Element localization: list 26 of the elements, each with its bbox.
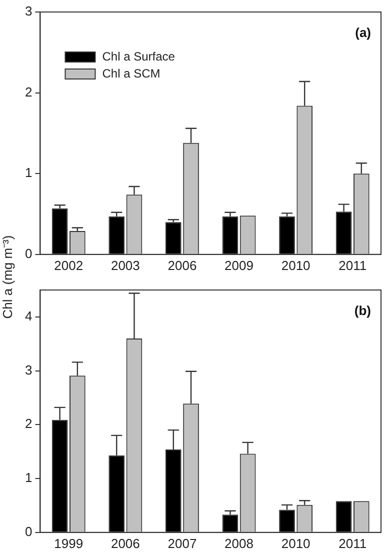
x-tick-label: 2007: [168, 536, 197, 551]
y-tick-label: 4: [24, 308, 32, 324]
y-tick-label: 0: [24, 246, 32, 261]
annotation: (a): [355, 25, 371, 40]
legend-label: Chl a Surface: [102, 49, 176, 64]
x-tick-label: 2010: [281, 258, 310, 273]
y-tick-label: 1: [24, 470, 32, 486]
x-tick-label: 2003: [110, 258, 140, 273]
x-tick-label: 1999: [54, 536, 84, 551]
x-tick-label: 2010: [281, 536, 310, 551]
y-tick-label: 2: [24, 84, 32, 100]
x-tick-label: 2002: [54, 258, 84, 273]
y-tick-label: 1: [24, 165, 32, 180]
x-tick-label: 2011: [338, 258, 367, 273]
x-tick-label: 2006: [168, 258, 197, 273]
x-tick-label: 2008: [224, 536, 254, 551]
y-axis-title: Chl a (mg m⁻³): [0, 234, 16, 321]
y-tick-label: 2: [24, 416, 32, 432]
y-tick-label: 3: [24, 362, 32, 378]
y-tick-label: 3: [24, 4, 32, 19]
x-tick-label: 2011: [338, 536, 367, 551]
legend-label: Chl a SCM: [102, 66, 160, 80]
x-tick-label: 2009: [224, 258, 254, 273]
annotation: (b): [354, 303, 371, 318]
x-tick-label: 2006: [110, 536, 140, 551]
y-tick-label: 0: [24, 524, 32, 539]
